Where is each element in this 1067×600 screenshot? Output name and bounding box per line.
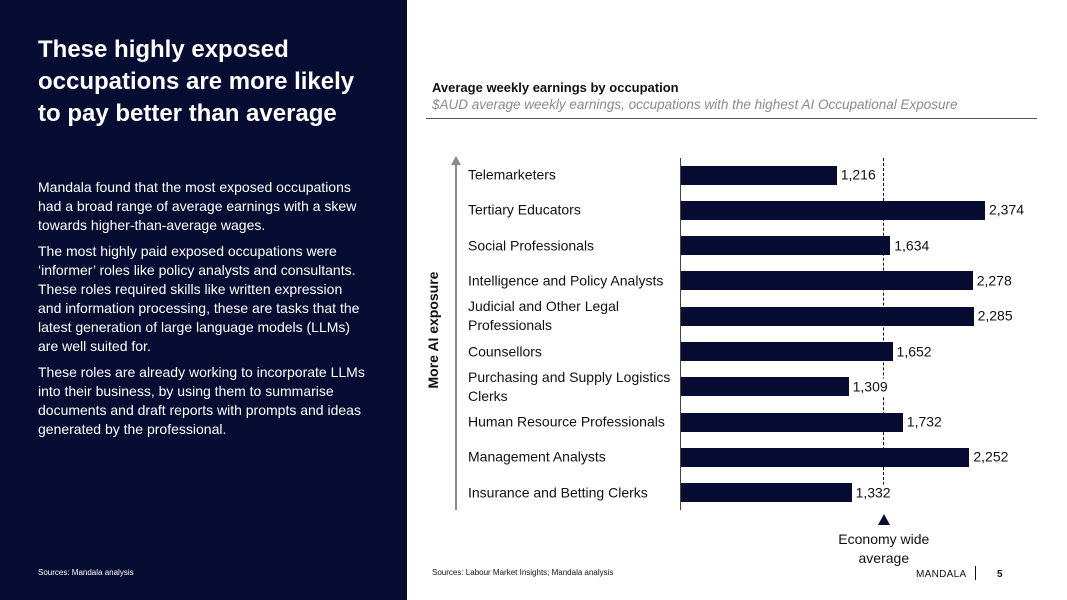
- triangle-up-icon: [877, 514, 890, 525]
- category-label: Intelligence and Policy Analysts: [468, 272, 664, 289]
- bar-value-label: 1,309: [850, 378, 890, 396]
- bar: [681, 165, 837, 185]
- bar-value-label: 1,634: [892, 237, 932, 255]
- bar: [681, 483, 852, 503]
- category-label: Counsellors: [468, 343, 542, 359]
- bar-value-label: 1,732: [904, 413, 944, 431]
- bar-value-label: 2,374: [987, 201, 1027, 219]
- body-text: Mandala found that the most exposed occu…: [38, 178, 368, 446]
- page-number: 5: [997, 569, 1003, 580]
- category-label: Tertiary Educators: [468, 201, 581, 218]
- bar: [681, 271, 973, 291]
- chart-baseline: [680, 158, 681, 510]
- bar: [681, 447, 970, 467]
- chart-title: Average weekly earnings by occupation: [432, 80, 679, 95]
- arrow-up-icon: [451, 156, 461, 165]
- chart-source-note: Sources: Labour Market Insights; Mandala…: [432, 568, 614, 577]
- category-label: Purchasing and Supply Logistics Clerks: [468, 368, 671, 404]
- page-title: These highly exposed occupations are mor…: [38, 36, 355, 127]
- title-divider: [426, 118, 1037, 119]
- category-label: Human Resource Professionals: [468, 413, 665, 430]
- paragraph-2: The most highly paid exposed occupations…: [38, 243, 360, 354]
- paragraph-3: These roles are already working to incor…: [38, 364, 365, 437]
- category-label: Judicial and Other Legal Professionals: [468, 298, 619, 334]
- left-source-note: Sources: Mandala analysis: [38, 568, 134, 577]
- bar: [681, 377, 849, 397]
- bar-value-label: 1,652: [894, 343, 934, 360]
- y-axis-label: More AI exposure: [425, 271, 441, 389]
- bar: [681, 200, 985, 220]
- brand-logo-text: MANDALA: [916, 569, 967, 580]
- bar-value-label: 1,216: [838, 166, 878, 184]
- bar: [681, 306, 974, 326]
- category-label: Telemarketers: [468, 166, 556, 183]
- category-label: Insurance and Betting Clerks: [468, 484, 648, 501]
- average-reference-line: [883, 158, 885, 500]
- bar-value-label: 2,252: [971, 448, 1011, 466]
- category-label: Management Analysts: [468, 448, 606, 465]
- paragraph-1: Mandala found that the most exposed occu…: [38, 179, 357, 233]
- brand-divider: [975, 566, 976, 580]
- bar-value-label: 2,285: [975, 307, 1015, 325]
- chart-subtitle: $AUD average weekly earnings, occupation…: [432, 97, 958, 112]
- bar-value-label: 1,332: [853, 484, 893, 502]
- exposure-axis-line: [455, 164, 457, 510]
- bar: [681, 342, 893, 361]
- bar-value-label: 2,278: [974, 272, 1014, 290]
- category-label: Social Professionals: [468, 237, 595, 254]
- bar: [681, 412, 903, 432]
- left-panel: These highly exposed occupations are mor…: [0, 0, 407, 600]
- bar: [681, 236, 891, 256]
- average-reference-label: Economy wide average: [838, 531, 930, 566]
